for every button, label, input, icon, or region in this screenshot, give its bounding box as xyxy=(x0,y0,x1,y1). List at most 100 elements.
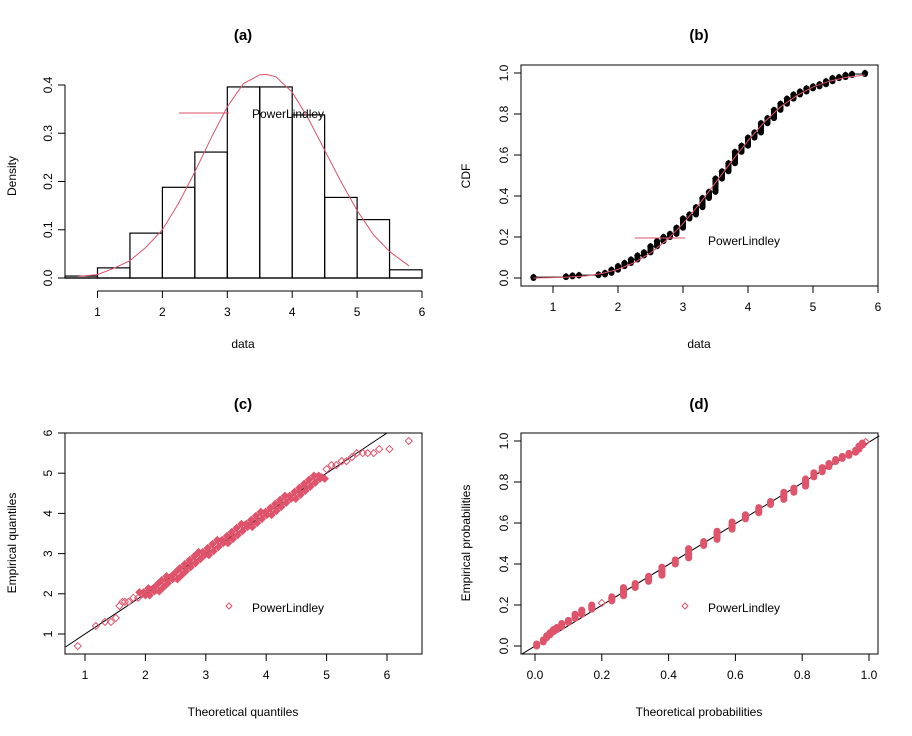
panel-d-x-tick-label: 1.0 xyxy=(861,668,878,682)
qq-point xyxy=(246,515,256,525)
qq-point xyxy=(190,551,199,561)
qq-point xyxy=(347,452,357,462)
panel-c-y-tick-label: 4 xyxy=(41,510,55,517)
panel-b-y-tick-label: 0.4 xyxy=(497,187,511,204)
panel-d-y-tick-label: 0.6 xyxy=(497,514,511,531)
legend-label: PowerLindley xyxy=(252,601,324,615)
panel-a-y-tick-label: 0.3 xyxy=(41,125,55,142)
panel-a-y-tick-label: 0.0 xyxy=(41,269,55,286)
panel-c-y-tick-label: 2 xyxy=(41,590,55,597)
legend-label: PowerLindley xyxy=(252,107,324,121)
panel-a-y-tick-label: 0.1 xyxy=(41,221,55,238)
qq-point xyxy=(120,597,130,607)
panel-b-y-tick-label: 1.0 xyxy=(497,64,511,81)
panel-d-pp-plot: (d) 0.0 0.2 0.4 0.6 0.8 1.0 0.0 0.2 0.4 0.6 0.8 1.0… xyxy=(459,396,880,719)
panel-c-x-tick-label: 4 xyxy=(263,668,270,682)
panel-a-x-tick-label: 4 xyxy=(289,305,296,319)
panel-d-xlabel: Theoretical probabilities xyxy=(636,705,763,719)
panel-d-x-tick-label: 0.0 xyxy=(527,668,544,682)
qq-point xyxy=(173,575,182,584)
qq-point xyxy=(266,503,275,513)
qq-point xyxy=(242,519,251,529)
legend-diamond-icon xyxy=(225,602,233,610)
panel-d-x-tick-label: 0.6 xyxy=(727,668,744,682)
qq-point xyxy=(155,587,164,596)
qq-point xyxy=(369,448,378,458)
qq-point xyxy=(217,535,227,545)
panel-b-x-tick-label: 1 xyxy=(550,300,557,314)
panel-c-qq-plot: (c) 1 2 3 4 5 6 1 2 3 4 5 6 Theoretical quantiles E… xyxy=(5,396,423,719)
qq-point xyxy=(363,448,372,458)
panel-c-axes: 1 2 3 4 5 6 1 2 3 4 5 6 xyxy=(41,429,391,682)
panel-c-x-tick-label: 3 xyxy=(202,668,209,682)
panel-a-x-tick-label: 5 xyxy=(354,305,361,319)
panel-a-density-histogram: (a) 1 2 3 4 5 6 0.0 0.1 0.2 0.3 0.4 data Density P… xyxy=(5,27,426,351)
panel-d-x-tick-label: 0.4 xyxy=(660,668,677,682)
qq-point xyxy=(177,570,186,580)
panel-b-title: (b) xyxy=(689,27,708,44)
panel-c-y-tick-label: 1 xyxy=(41,630,55,637)
legend-diamond-icon xyxy=(681,602,689,610)
panel-d-y-tick-label: 1.0 xyxy=(497,432,511,449)
panel-b-xlabel: data xyxy=(687,337,711,351)
panel-d-y-tick-label: 0.4 xyxy=(497,555,511,572)
qq-point xyxy=(300,479,309,488)
legend-label: PowerLindley xyxy=(708,234,780,248)
qq-point xyxy=(342,456,351,466)
qq-point xyxy=(314,471,323,480)
qq-point xyxy=(295,483,304,492)
qq-point xyxy=(106,617,116,627)
panel-c-y-tick-label: 3 xyxy=(41,550,55,557)
histogram-bars xyxy=(64,86,423,279)
panel-b-y-tick-label: 0.0 xyxy=(497,269,511,286)
panel-d-axes: 0.0 0.2 0.4 0.6 0.8 1.0 0.0 0.2 0.4 0.6 0.8 1.0 xyxy=(497,432,878,682)
qq-point xyxy=(196,554,205,564)
panel-b-y-tick-label: 0.6 xyxy=(497,146,511,163)
qq-point xyxy=(320,474,329,483)
panel-b-y-tick-label: 0.2 xyxy=(497,228,511,245)
qq-point xyxy=(171,567,180,577)
panel-c-xlabel: Theoretical quantiles xyxy=(188,705,299,719)
qq-point xyxy=(180,559,189,569)
pp-point xyxy=(597,598,607,608)
qq-point xyxy=(208,539,217,549)
qq-point xyxy=(232,523,241,533)
qq-points xyxy=(73,436,413,651)
qq-point xyxy=(251,511,261,521)
panel-c-x-tick-label: 5 xyxy=(323,668,330,682)
panel-a-y-tick-label: 0.4 xyxy=(41,76,55,93)
panel-c-x-tick-label: 6 xyxy=(384,668,391,682)
panel-a-title: (a) xyxy=(234,27,252,44)
qq-point xyxy=(404,436,413,446)
qq-point xyxy=(133,593,143,603)
panel-a-x-tick-label: 3 xyxy=(224,305,231,319)
panel-b-ylabel: CDF xyxy=(459,164,473,189)
panel-c-y-tick-label: 6 xyxy=(41,429,55,436)
qq-point xyxy=(222,531,232,541)
panel-c-ylabel: Empirical quantiles xyxy=(5,493,19,594)
panel-a-x-tick-label: 2 xyxy=(159,305,166,319)
panel-a-x-tick-label: 6 xyxy=(419,305,426,319)
qq-point xyxy=(139,588,148,597)
panel-d-ylabel: Empirical probabilities xyxy=(459,485,473,602)
qq-point xyxy=(290,487,299,497)
panel-a-x-tick-label: 1 xyxy=(94,305,101,319)
qq-point xyxy=(118,597,127,607)
qq-point xyxy=(275,495,285,505)
panel-b-x-tick-label: 4 xyxy=(745,300,752,314)
qq-point xyxy=(261,507,270,517)
qq-point xyxy=(185,555,194,565)
fitted-cdf-curve xyxy=(533,74,866,279)
panel-c-x-tick-label: 1 xyxy=(82,668,89,682)
panel-d-y-tick-label: 0.0 xyxy=(497,637,511,654)
panel-c-y-tick-label: 5 xyxy=(41,470,55,477)
qq-point xyxy=(203,543,212,553)
qq-point xyxy=(153,580,162,589)
qq-point xyxy=(374,444,384,454)
panel-b-x-tick-label: 5 xyxy=(810,300,817,314)
qq-point xyxy=(91,621,101,631)
qq-point xyxy=(175,563,185,573)
panel-d-y-tick-label: 0.8 xyxy=(497,473,511,490)
panel-d-x-tick-label: 0.8 xyxy=(794,668,811,682)
